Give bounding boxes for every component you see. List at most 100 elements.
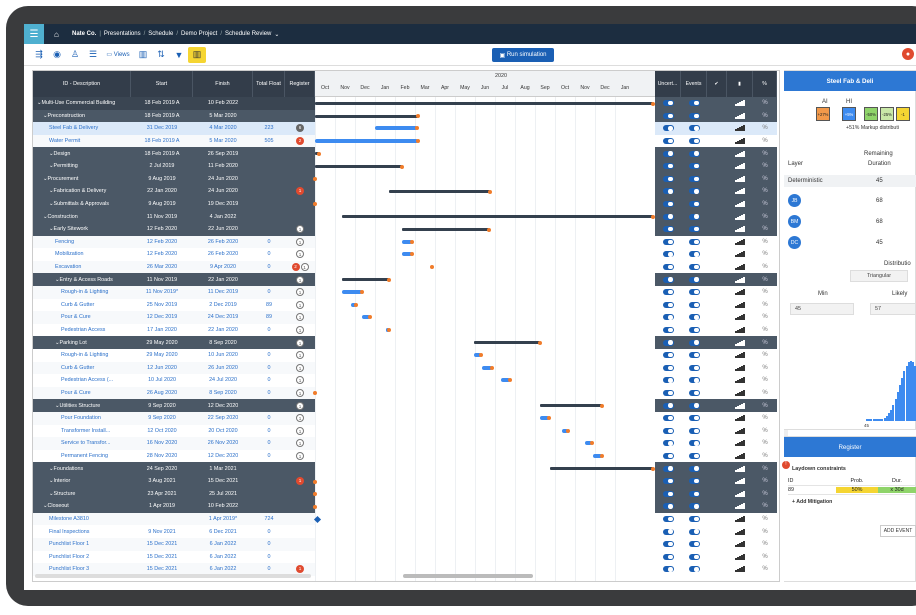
col-chart-header[interactable]: ▮ bbox=[727, 71, 753, 97]
percent-icon[interactable]: % bbox=[762, 478, 768, 485]
bar-chart-icon[interactable] bbox=[735, 453, 745, 460]
columns-icon[interactable]: ▥ bbox=[138, 49, 148, 59]
uncertainty-toggle[interactable] bbox=[662, 566, 674, 573]
bar-chart-icon[interactable] bbox=[735, 264, 745, 271]
table-row[interactable]: ⌄ Design 18 Feb 2019 A 26 Sep 2019 bbox=[33, 147, 315, 160]
percent-icon[interactable]: % bbox=[762, 364, 768, 371]
percent-icon[interactable]: % bbox=[762, 541, 768, 548]
breadcrumb-presentations[interactable]: Presentations bbox=[103, 31, 141, 37]
eye-icon[interactable]: ◉ bbox=[53, 49, 61, 59]
table-row[interactable]: Final Inspections 9 Nov 2021 6 Dec 2021 0 bbox=[33, 525, 315, 538]
gantt-task-bar[interactable] bbox=[501, 378, 513, 383]
register-badge[interactable]: 1 bbox=[296, 288, 304, 297]
percent-icon[interactable]: % bbox=[762, 415, 768, 422]
chevron-down-icon[interactable]: ⌄ bbox=[49, 163, 54, 170]
step-box[interactable]: -25% bbox=[880, 107, 894, 121]
uncertainty-toggle[interactable] bbox=[662, 175, 674, 182]
breadcrumb-project[interactable]: Demo Project bbox=[180, 31, 218, 37]
register-badge[interactable]: 2 bbox=[291, 263, 300, 272]
table-row[interactable]: ⌄ Permitting 2 Jul 2019 11 Feb 2020 bbox=[33, 160, 315, 173]
col-float-header[interactable]: Total Float bbox=[253, 71, 285, 97]
bar-chart-icon[interactable] bbox=[735, 465, 745, 472]
events-toggle[interactable] bbox=[688, 201, 700, 208]
gantt-task-bar[interactable] bbox=[562, 428, 571, 433]
bar-chart-icon[interactable] bbox=[735, 440, 745, 447]
uncertainty-toggle[interactable] bbox=[662, 327, 674, 334]
percent-icon[interactable]: % bbox=[762, 301, 768, 308]
events-toggle[interactable] bbox=[688, 226, 700, 233]
chevron-down-icon[interactable]: ⌄ bbox=[49, 201, 54, 208]
uncertainty-toggle[interactable] bbox=[662, 301, 674, 308]
events-toggle[interactable] bbox=[688, 541, 700, 548]
bar-chart-icon[interactable] bbox=[735, 175, 745, 182]
percent-icon[interactable]: % bbox=[762, 251, 768, 258]
events-toggle[interactable] bbox=[688, 213, 700, 220]
gantt-summary-bar[interactable] bbox=[550, 466, 655, 471]
uncertainty-toggle[interactable] bbox=[662, 553, 674, 560]
register-badge[interactable]: 1 bbox=[296, 452, 304, 461]
register-badge[interactable]: 1 bbox=[296, 351, 304, 360]
bar-chart-icon[interactable] bbox=[735, 390, 745, 397]
register-badge[interactable]: 1 bbox=[296, 313, 304, 322]
table-row[interactable]: ⌄ Foundations 24 Sep 2020 1 Mar 2021 bbox=[33, 462, 315, 475]
events-toggle[interactable] bbox=[688, 150, 700, 157]
table-row[interactable]: ⌄ Early Sitework 12 Feb 2020 22 Jun 2020 1 bbox=[33, 223, 315, 236]
uncertainty-toggle[interactable] bbox=[662, 528, 674, 535]
bar-chart-icon[interactable] bbox=[735, 226, 745, 233]
percent-icon[interactable]: % bbox=[762, 402, 768, 409]
events-toggle[interactable] bbox=[688, 528, 700, 535]
uncertainty-toggle[interactable] bbox=[662, 150, 674, 157]
events-toggle[interactable] bbox=[688, 516, 700, 523]
bar-chart-icon[interactable] bbox=[735, 314, 745, 321]
bar-chart-icon[interactable] bbox=[735, 478, 745, 485]
bar-chart-icon[interactable] bbox=[735, 125, 745, 132]
uncertainty-toggle[interactable] bbox=[662, 163, 674, 170]
table-row[interactable]: Rough-in & Lighting 11 Nov 2019* 11 Dec 20… bbox=[33, 286, 315, 299]
close-icon[interactable]: ● bbox=[902, 48, 914, 60]
events-toggle[interactable] bbox=[688, 125, 700, 132]
uncertainty-toggle[interactable] bbox=[662, 503, 674, 510]
sort-icon[interactable]: ⇅ bbox=[157, 49, 165, 59]
events-toggle[interactable] bbox=[688, 415, 700, 422]
chevron-down-icon[interactable]: ⌄ bbox=[49, 226, 54, 233]
gantt-summary-bar[interactable] bbox=[315, 164, 404, 169]
events-toggle[interactable] bbox=[688, 427, 700, 434]
percent-icon[interactable]: % bbox=[762, 100, 768, 107]
row-register[interactable] bbox=[285, 462, 315, 475]
uncertainty-toggle[interactable] bbox=[662, 100, 674, 107]
percent-icon[interactable]: % bbox=[762, 138, 768, 145]
events-toggle[interactable] bbox=[688, 478, 700, 485]
bar-chart-icon[interactable] bbox=[735, 201, 745, 208]
table-row[interactable]: Milestone A3810 1 Apr 2019* 724 bbox=[33, 512, 315, 526]
chevron-down-icon[interactable]: ⌄ bbox=[55, 402, 60, 409]
step-box[interactable]: +27% bbox=[816, 107, 830, 121]
events-toggle[interactable] bbox=[688, 100, 700, 107]
gantt-summary-bar[interactable] bbox=[389, 189, 493, 194]
col-uncertainty-header[interactable]: Uncert... bbox=[655, 71, 681, 97]
table-row[interactable]: Punchlist Floor 2 15 Dec 2021 6 Jan 2022 0 bbox=[33, 550, 315, 564]
row-register[interactable]: 1 bbox=[285, 450, 315, 463]
row-register[interactable] bbox=[285, 160, 315, 173]
gantt-task-bar[interactable] bbox=[375, 126, 419, 131]
events-toggle[interactable] bbox=[688, 112, 700, 119]
uncertainty-toggle[interactable] bbox=[662, 478, 674, 485]
table-row[interactable]: ⌄ Fabrication & Delivery 22 Jan 2020 24 Ju… bbox=[33, 185, 315, 198]
bar-chart-icon[interactable] bbox=[735, 100, 745, 107]
row-register[interactable]: 1 bbox=[285, 336, 315, 349]
min-input[interactable]: 45 bbox=[790, 303, 854, 315]
register-row[interactable]: 89 50% x 30d bbox=[788, 486, 916, 495]
gantt-horizontal-scrollbar[interactable] bbox=[403, 574, 533, 578]
percent-icon[interactable]: % bbox=[762, 327, 768, 334]
events-toggle[interactable] bbox=[688, 264, 700, 271]
likely-input[interactable]: 57 bbox=[870, 303, 916, 315]
uncertainty-toggle[interactable] bbox=[662, 490, 674, 497]
percent-icon[interactable]: % bbox=[762, 188, 768, 195]
gantt-summary-bar[interactable] bbox=[540, 403, 605, 408]
run-simulation-button[interactable]: ▣ Run simulation bbox=[492, 48, 554, 62]
percent-icon[interactable]: % bbox=[762, 314, 768, 321]
chevron-down-icon[interactable]: ⌄ bbox=[55, 276, 60, 283]
col-status-header[interactable]: ✔ bbox=[707, 71, 727, 97]
gantt-summary-bar[interactable] bbox=[315, 114, 420, 119]
uncertainty-toggle[interactable] bbox=[662, 264, 674, 271]
percent-icon[interactable]: % bbox=[762, 264, 768, 271]
